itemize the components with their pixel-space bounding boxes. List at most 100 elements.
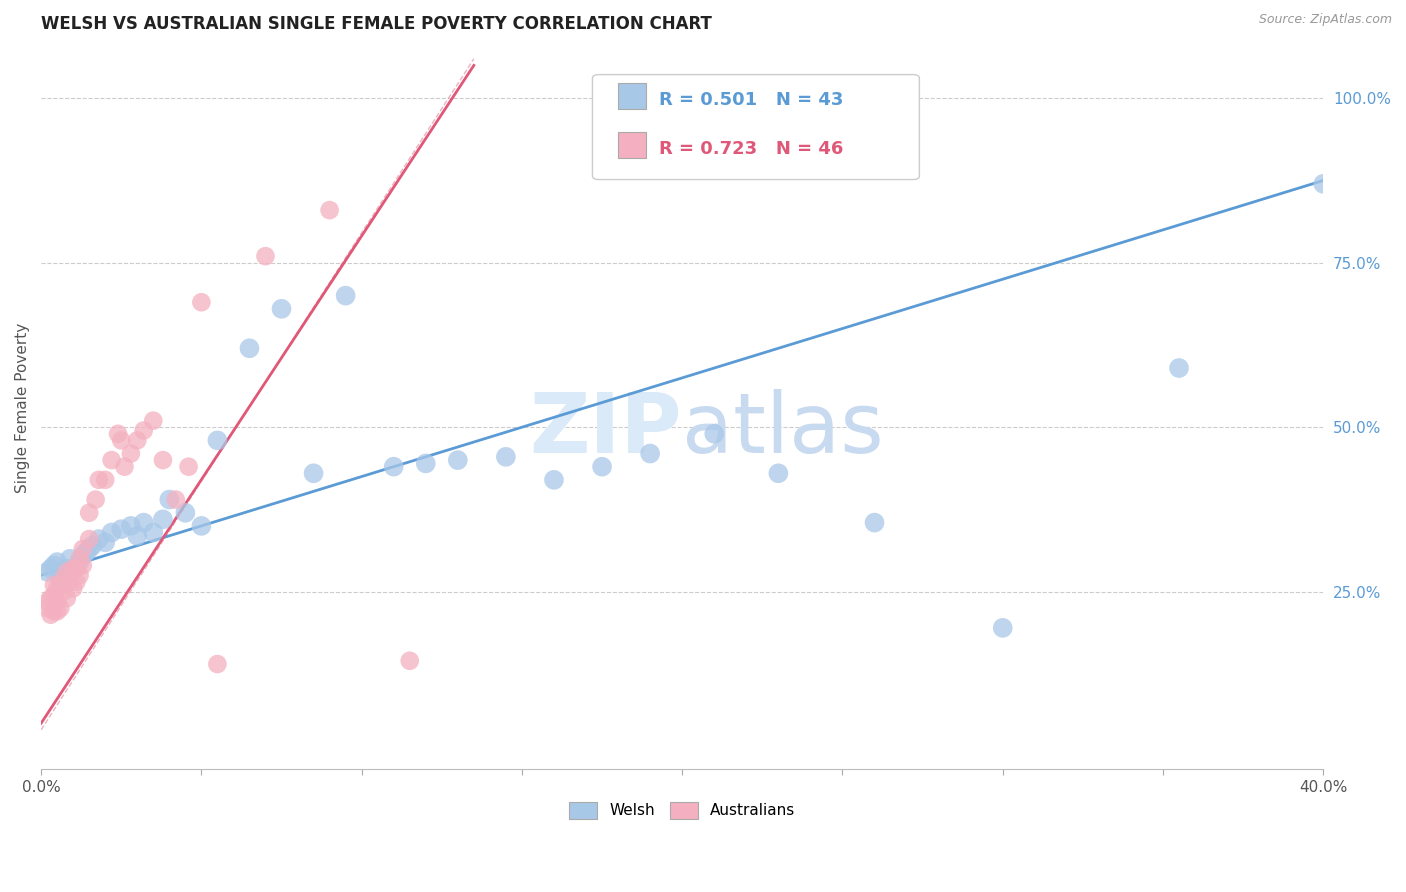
Point	[94, 535, 117, 549]
Point	[100, 525, 122, 540]
Point	[1312, 177, 1334, 191]
Point	[110, 522, 132, 536]
Point	[49, 572, 72, 586]
Legend: Welsh, Australians: Welsh, Australians	[562, 794, 803, 827]
Point	[77, 506, 100, 520]
Point	[127, 434, 149, 448]
Point	[72, 549, 94, 563]
Point	[69, 568, 91, 582]
Text: atlas: atlas	[682, 389, 884, 470]
Point	[1168, 361, 1191, 376]
Point	[42, 578, 65, 592]
Point	[415, 457, 437, 471]
Point	[46, 594, 69, 608]
Point	[318, 203, 340, 218]
Point	[46, 555, 69, 569]
Point	[42, 604, 65, 618]
Point	[37, 601, 59, 615]
Text: WELSH VS AUSTRALIAN SINGLE FEMALE POVERTY CORRELATION CHART: WELSH VS AUSTRALIAN SINGLE FEMALE POVERT…	[41, 15, 711, 33]
Point	[114, 459, 136, 474]
Point	[190, 519, 212, 533]
Point	[132, 516, 155, 530]
Point	[72, 558, 94, 573]
Point	[55, 591, 77, 606]
Point	[46, 604, 69, 618]
Point	[75, 545, 97, 559]
Point	[69, 555, 91, 569]
Point	[382, 459, 405, 474]
Point	[638, 446, 661, 460]
Point	[152, 512, 174, 526]
Point	[142, 414, 165, 428]
Point	[55, 562, 77, 576]
Point	[37, 594, 59, 608]
Point	[77, 532, 100, 546]
Point	[42, 588, 65, 602]
Point	[94, 473, 117, 487]
Point	[59, 574, 82, 589]
Point	[703, 426, 725, 441]
Y-axis label: Single Female Poverty: Single Female Poverty	[15, 322, 30, 492]
Text: R = 0.723   N = 46: R = 0.723 N = 46	[659, 140, 844, 159]
Text: Source: ZipAtlas.com: Source: ZipAtlas.com	[1258, 13, 1392, 27]
Point	[543, 473, 565, 487]
Point	[55, 565, 77, 579]
Point	[49, 578, 72, 592]
Point	[46, 582, 69, 596]
Text: ZIP: ZIP	[530, 389, 682, 470]
Point	[768, 467, 790, 481]
Point	[142, 525, 165, 540]
FancyBboxPatch shape	[619, 83, 647, 109]
FancyBboxPatch shape	[592, 75, 920, 179]
Point	[49, 601, 72, 615]
Point	[65, 574, 87, 589]
Point	[447, 453, 470, 467]
Point	[39, 562, 62, 576]
Point	[39, 607, 62, 622]
Point	[84, 492, 107, 507]
Point	[398, 654, 420, 668]
Point	[100, 453, 122, 467]
Point	[132, 424, 155, 438]
Point	[991, 621, 1014, 635]
Point	[42, 558, 65, 573]
Point	[190, 295, 212, 310]
Point	[177, 459, 200, 474]
Point	[207, 434, 229, 448]
Point	[863, 516, 886, 530]
Point	[254, 249, 277, 263]
Point	[107, 426, 129, 441]
Point	[69, 551, 91, 566]
Point	[591, 459, 613, 474]
Point	[77, 541, 100, 556]
Point	[72, 541, 94, 556]
Point	[165, 492, 187, 507]
Point	[238, 341, 260, 355]
Point	[52, 584, 75, 599]
Point	[152, 453, 174, 467]
Point	[302, 467, 325, 481]
Point	[62, 562, 84, 576]
Point	[37, 565, 59, 579]
Point	[52, 568, 75, 582]
Point	[335, 288, 357, 302]
Point	[174, 506, 197, 520]
Point	[59, 551, 82, 566]
Point	[120, 519, 142, 533]
Point	[157, 492, 180, 507]
Point	[82, 539, 104, 553]
Point	[65, 562, 87, 576]
Text: R = 0.501   N = 43: R = 0.501 N = 43	[659, 91, 844, 109]
Point	[87, 473, 110, 487]
Point	[39, 591, 62, 606]
FancyBboxPatch shape	[619, 132, 647, 158]
Point	[110, 434, 132, 448]
Point	[207, 657, 229, 671]
Point	[87, 532, 110, 546]
Point	[62, 582, 84, 596]
Point	[270, 301, 292, 316]
Point	[52, 572, 75, 586]
Point	[127, 529, 149, 543]
Point	[120, 446, 142, 460]
Point	[495, 450, 517, 464]
